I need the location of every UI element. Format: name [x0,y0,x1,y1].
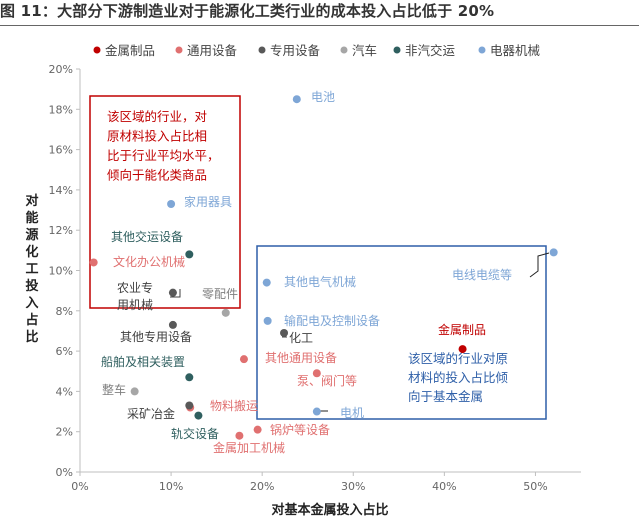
y-tick-label: 0% [56,466,73,479]
y-tick-label: 20% [49,63,73,76]
data-label: 金属加工机械 [213,440,285,455]
data-point [221,308,230,317]
data-point [168,320,177,329]
x-tick-label: 10% [159,480,183,493]
data-label: 其他通用设备 [265,351,337,365]
cable-leader [529,252,550,278]
data-label: 零配件 [202,287,238,301]
metal-region-annotation-line: 材料的投入占比倾 [408,370,508,385]
legend-marker [393,46,401,54]
x-tick-label: 20% [250,480,274,493]
legend-entry: 专用设备 [270,43,321,58]
base-metal-region-box [256,245,547,420]
data-label: 电机 [340,406,364,420]
x-axis-label: 对基本金属投入占比 [271,502,388,518]
y-tick-label: 10% [49,265,73,278]
data-point [280,328,289,337]
data-point [263,316,272,325]
data-label: 用机械 [117,297,153,312]
data-label: 电池 [311,90,335,104]
data-label: 轨交设备 [171,426,219,441]
data-label: 采矿冶金 [127,406,175,421]
figure-title: 图 11：大部分下游制造业对于能源化工类行业的成本投入占比低于 20% [0,2,495,20]
data-point [312,407,321,416]
data-point [168,288,177,297]
metal-region-annotation-line: 向于基本金属 [408,389,483,404]
legend-marker [478,46,486,54]
data-label: 泵、阀门等 [297,373,357,388]
y-tick-label: 12% [49,224,73,237]
data-label: 其他电气机械 [284,274,356,289]
legend-entry: 通用设备 [187,43,238,58]
metal-region-annotation-line: 该区域的行业对原 [408,351,508,366]
y-tick-label: 16% [49,144,73,157]
energy-region-annotation-line: 该区域的行业，对 [107,109,207,124]
data-label: 农业专 [117,280,153,295]
legend-marker [340,46,348,54]
y-tick-label: 18% [49,103,73,116]
data-point [130,387,139,396]
data-point [549,248,558,257]
y-tick-label: 14% [49,184,73,197]
data-label: 化工 [289,331,313,345]
data-label: 其他交运设备 [111,229,183,244]
y-axis-label: 对能源化工投入占比 [25,193,38,345]
y-tick-label: 6% [56,345,73,358]
data-label: 输配电及控制设备 [284,313,380,328]
data-point [167,200,176,209]
data-label: 其他专用设备 [120,329,192,344]
data-point [194,411,203,420]
data-label: 锅炉等设备 [270,422,330,437]
y-tick-label: 4% [56,385,73,398]
energy-region-annotation-line: 倾向于能化类商品 [107,168,207,183]
data-point [89,258,98,267]
legend-entry: 金属制品 [105,43,155,58]
title-divider [0,25,639,26]
data-point [185,401,194,410]
energy-region-annotation-line: 原材料投入占比相 [107,129,207,144]
x-tick-label: 40% [432,480,456,493]
energy-region-annotation-line: 比于行业平均水平， [107,148,220,163]
data-label: 家用器具 [184,194,232,209]
data-point [185,373,194,382]
data-point [262,278,271,287]
data-point [253,425,262,434]
y-tick-label: 2% [56,426,73,439]
data-point [239,355,248,364]
energy-chemical-region-box [89,95,241,309]
data-label: 物料搬运 [210,398,258,413]
data-label: 整车 [102,382,126,397]
data-label: 文化办公机械 [113,254,185,269]
data-point [185,250,194,259]
agri-machinery-leader [170,289,181,298]
data-label: 电线电缆等 [452,268,512,282]
legend-marker [258,46,266,54]
legend-marker [175,46,183,54]
data-point [235,431,244,440]
x-tick-label: 0% [71,480,88,493]
legend-entry: 电器机械 [490,43,541,58]
legend-entry: 汽车 [352,43,377,58]
y-tick-label: 8% [56,305,73,318]
data-point [292,95,301,104]
x-tick-label: 50% [523,480,547,493]
data-point [312,369,321,378]
data-label: 金属制品 [438,322,486,337]
legend-marker [93,46,101,54]
legend-entry: 非汽交运 [405,43,456,58]
x-tick-label: 30% [341,480,365,493]
data-label: 船舶及相关装置 [101,354,185,369]
data-point [458,345,467,354]
